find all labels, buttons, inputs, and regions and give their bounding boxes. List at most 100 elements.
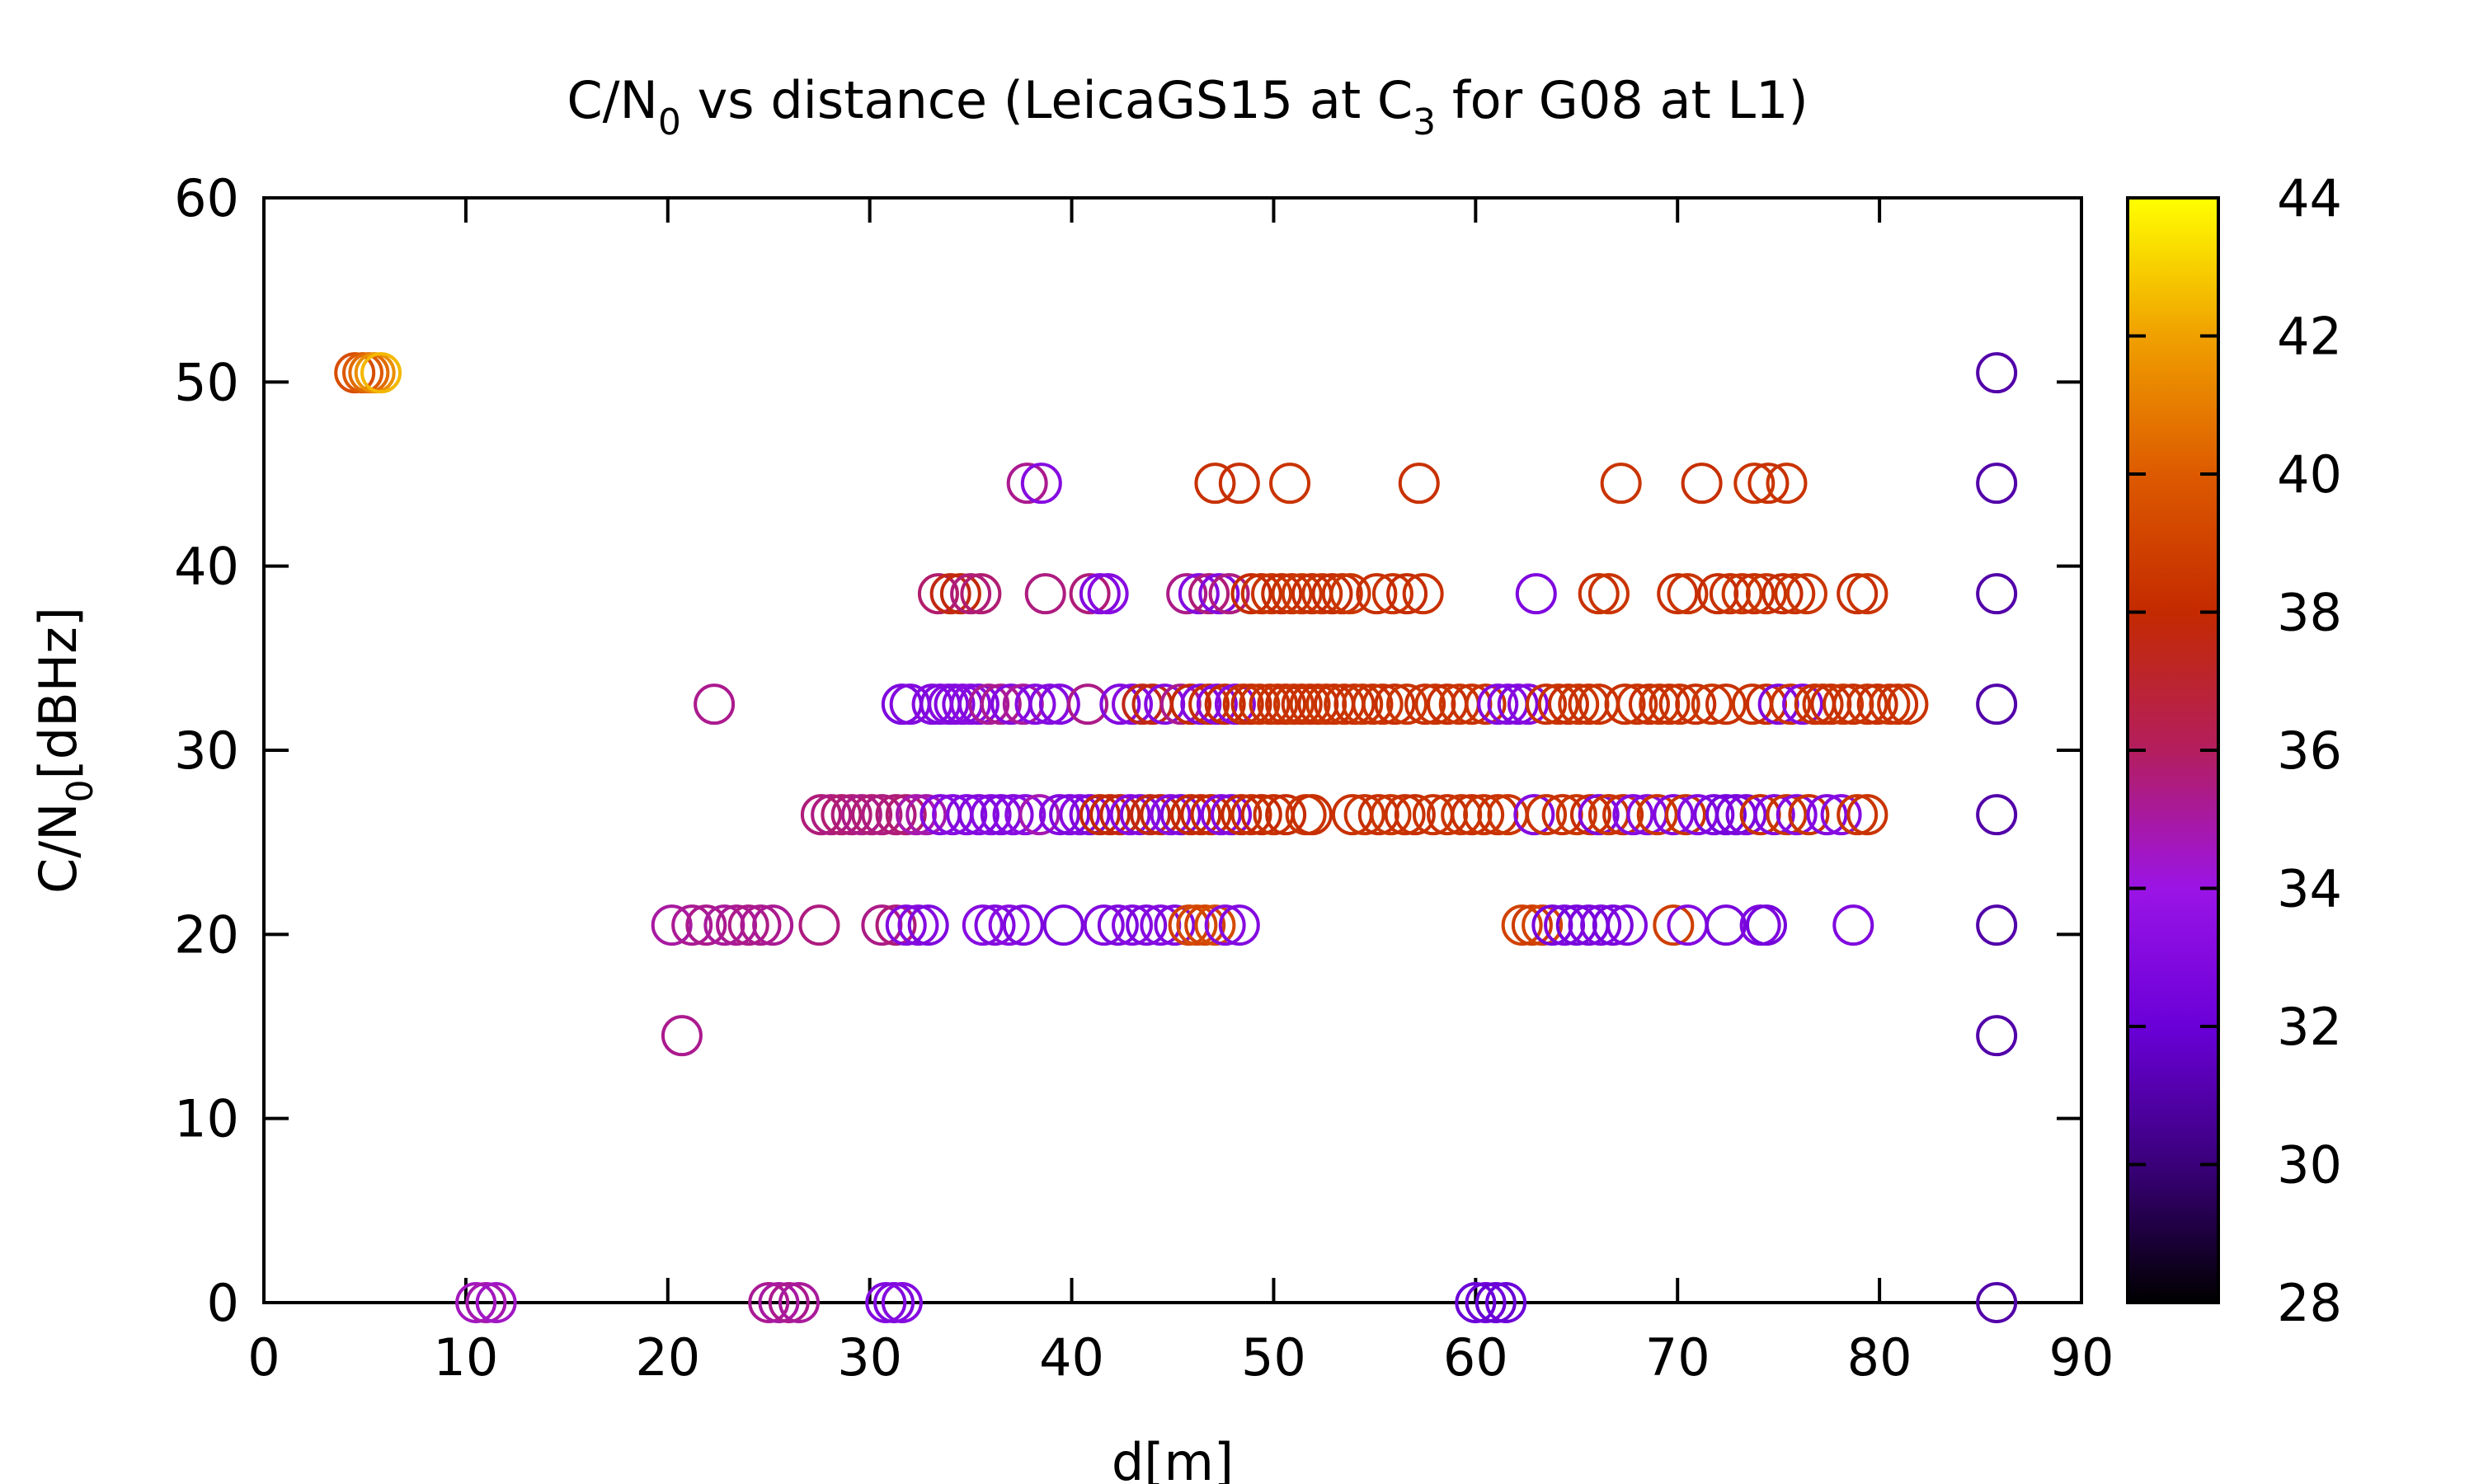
data-point — [1250, 573, 1292, 615]
data-point — [1112, 904, 1154, 946]
data-point — [929, 573, 971, 615]
data-point — [1788, 794, 1830, 836]
data-point — [950, 573, 992, 615]
data-point — [1578, 573, 1620, 615]
data-point — [1067, 683, 1109, 726]
data-point — [875, 904, 917, 946]
data-point — [1194, 463, 1236, 505]
x-tick-label: 50 — [1241, 1327, 1306, 1388]
data-point — [1976, 794, 2018, 836]
data-point — [1204, 683, 1246, 726]
data-point — [1846, 794, 1888, 836]
data-point — [740, 904, 782, 946]
data-point — [1693, 794, 1735, 836]
data-point — [1083, 904, 1125, 946]
data-point — [1657, 573, 1699, 615]
data-point — [1733, 573, 1776, 615]
x-tick-label: 40 — [1039, 1327, 1104, 1388]
data-point — [1976, 904, 2018, 946]
data-point — [1463, 794, 1505, 836]
data-point — [1976, 1282, 2018, 1323]
data-point — [465, 1282, 507, 1323]
data-point — [671, 904, 713, 946]
data-point — [907, 904, 949, 946]
data-point — [360, 352, 402, 394]
data-point — [1281, 573, 1323, 615]
plot-area-frame — [262, 196, 2083, 1304]
data-point — [1485, 1282, 1527, 1323]
data-point — [1537, 683, 1579, 726]
data-point — [1526, 683, 1568, 726]
data-point — [1404, 683, 1446, 726]
data-point — [651, 904, 693, 946]
data-point — [1384, 794, 1426, 836]
data-point — [861, 794, 903, 836]
data-point — [1774, 573, 1816, 615]
data-point — [1616, 683, 1658, 726]
data-point — [1204, 904, 1246, 946]
colorbar-tick-label: 36 — [2277, 721, 2342, 781]
data-point — [1394, 794, 1436, 836]
data-point — [1221, 794, 1263, 836]
data-point — [1578, 794, 1620, 836]
data-point — [905, 794, 948, 836]
data-point — [875, 794, 917, 836]
data-point — [1606, 904, 1648, 946]
data-point — [917, 573, 959, 615]
data-point — [881, 683, 923, 726]
y-tick-label: 0 — [207, 1273, 239, 1333]
data-point — [1240, 573, 1282, 615]
data-point — [1721, 573, 1763, 615]
y-tick-label: 30 — [174, 721, 239, 781]
data-point — [1976, 683, 2018, 726]
data-point — [1837, 794, 1879, 836]
y-tick-label: 60 — [174, 168, 239, 228]
data-point — [1200, 794, 1242, 836]
data-point — [1513, 794, 1555, 836]
data-point — [1465, 1282, 1507, 1323]
data-point — [974, 904, 1016, 946]
data-point — [1018, 794, 1061, 836]
data-point — [1180, 794, 1222, 836]
data-point — [885, 904, 927, 946]
data-point — [992, 794, 1034, 836]
data-point — [1140, 794, 1182, 836]
data-point — [661, 1015, 703, 1057]
data-point — [1976, 573, 2018, 615]
data-point — [1184, 904, 1226, 946]
y-tick-label: 50 — [174, 352, 239, 412]
data-point — [727, 904, 769, 946]
data-point — [1837, 573, 1879, 615]
data-point — [1455, 1282, 1497, 1323]
colorbar-tick-label: 32 — [2277, 997, 2342, 1057]
data-point — [1014, 683, 1056, 726]
data-point — [957, 794, 999, 836]
data-point — [1602, 794, 1644, 836]
data-point — [1705, 794, 1747, 836]
colorbar-axis: 28 30 32 34 36 38 40 42 44 — [2128, 168, 2342, 1333]
data-point — [768, 1282, 810, 1323]
data-point — [1386, 573, 1428, 615]
data-point — [1194, 904, 1236, 946]
y-tick-label: 10 — [174, 1089, 239, 1149]
data-point — [1856, 683, 1898, 726]
data-point — [1211, 794, 1253, 836]
x-tick-label: 90 — [2049, 1327, 2114, 1388]
data-point — [897, 904, 939, 946]
data-point — [1580, 904, 1622, 946]
data-point — [1785, 573, 1827, 615]
data-point — [1230, 794, 1272, 836]
data-point — [1820, 794, 1862, 836]
data-point — [1329, 573, 1371, 615]
data-point — [1976, 463, 2018, 505]
data-point — [1667, 573, 1709, 615]
data-point — [1154, 904, 1196, 946]
colorbar-tick-label: 30 — [2277, 1135, 2342, 1195]
data-point — [1188, 573, 1230, 615]
colorbar-tick-label: 42 — [2277, 307, 2342, 367]
data-point — [1089, 794, 1131, 836]
data-point — [970, 794, 1012, 836]
data-point — [778, 1282, 820, 1323]
x-tick-label: 80 — [1847, 1327, 1912, 1388]
